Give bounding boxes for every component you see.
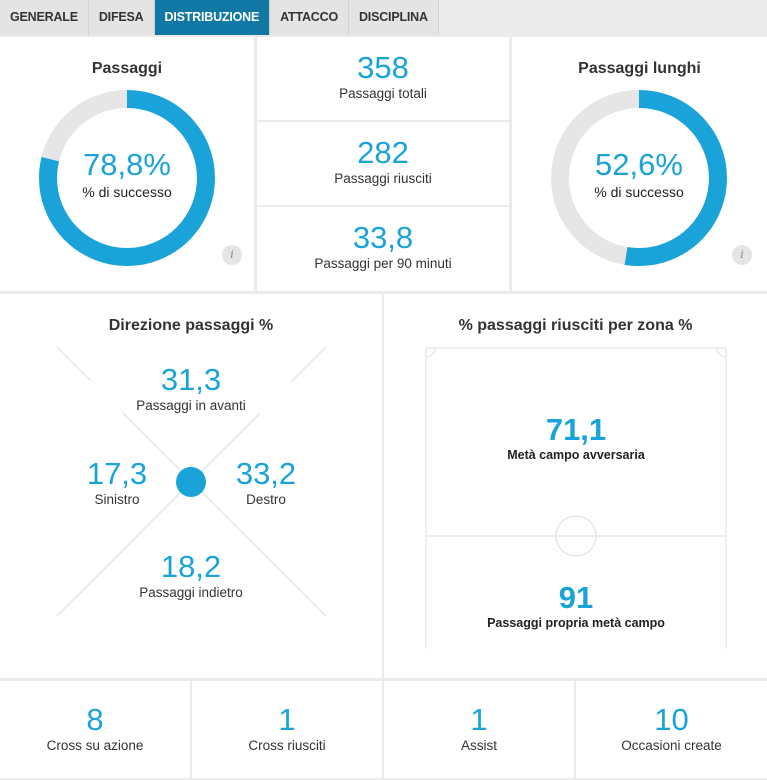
passes-success-value: 78,8% <box>83 147 171 182</box>
chances-created-label: Occasioni create <box>621 738 722 753</box>
tab-generale[interactable]: Generale <box>0 0 89 35</box>
assists-cell: 1 Assist <box>384 681 574 778</box>
pitch-center-circle <box>555 515 597 557</box>
successful-passes-value: 282 <box>357 135 409 170</box>
direction-cross-lines <box>56 346 327 617</box>
pitch-corner-arc <box>425 347 436 358</box>
zone-title: % passaggi riusciti per zona % <box>458 317 693 334</box>
pitch-outline <box>425 347 727 649</box>
successful-crosses-label: Cross riusciti <box>248 738 326 753</box>
tab-distribuzione[interactable]: Distribuzione <box>154 0 271 35</box>
long-passes-donut-chart <box>551 90 727 266</box>
tab-difesa[interactable]: Difesa <box>88 0 155 35</box>
opponent-half-value: 71,1 <box>545 412 607 447</box>
long-passes-success-label: % di successo <box>594 184 684 200</box>
open-play-crosses-label: Cross su azione <box>46 738 144 753</box>
crosses-cell: 8 Cross su azione <box>0 681 190 778</box>
long-passes-panel: Passaggi lunghi 52,6% % di successo i <box>512 37 767 291</box>
pass-stats-cell-2: 282 Passaggi riusciti <box>257 122 509 205</box>
long-passes-success-value: 52,6% <box>595 147 683 182</box>
passes-success-label: % di successo <box>82 184 172 200</box>
passes-title: Passaggi <box>91 60 163 77</box>
total-passes-label: Passaggi totali <box>339 86 427 101</box>
opponent-half-label: Metà campo avversaria <box>507 448 645 462</box>
info-icon[interactable]: i <box>732 245 752 265</box>
long-passes-donut-fill <box>551 90 727 266</box>
stats-tab-bar: Generale Difesa Distribuzione Attacco Di… <box>0 0 767 35</box>
passes-donut: 78,8% % di successo <box>38 89 216 267</box>
right-value: 33,2 <box>235 456 297 491</box>
tab-disciplina[interactable]: Disciplina <box>348 0 439 35</box>
pass-direction-panel: Direzione passaggi % 31,3 Passaggi in av… <box>0 294 382 678</box>
passes-panel: Passaggi 78,8% % di successo i <box>0 37 254 291</box>
assists-label: Assist <box>460 738 497 753</box>
successful-passes-label: Passaggi riusciti <box>334 171 432 186</box>
zone-panel: % passaggi riusciti per zona % 71,1 Metà… <box>384 294 767 678</box>
long-passes-title: Passaggi lunghi <box>578 60 701 77</box>
tab-attacco[interactable]: Attacco <box>270 0 349 35</box>
successful-crosses-value: 1 <box>278 702 296 737</box>
passes-donut-fill <box>39 90 215 266</box>
pitch-corner-arc <box>716 347 727 358</box>
center-dot <box>176 467 206 497</box>
pass-stats-cell-3: 33,8 Passaggi per 90 minuti <box>257 207 509 291</box>
backward-label: Passaggi indietro <box>139 585 243 600</box>
info-icon[interactable]: i <box>222 245 242 265</box>
open-play-crosses-value: 8 <box>86 702 104 737</box>
passes-donut-chart <box>39 90 215 266</box>
pass-stats-cell-1: 358 Passaggi totali <box>257 37 509 120</box>
total-passes-value: 358 <box>357 50 409 85</box>
backward-value: 18,2 <box>160 549 222 584</box>
passes-per-90-label: Passaggi per 90 minuti <box>314 256 452 271</box>
forward-value: 31,3 <box>91 362 291 398</box>
left-label: Sinistro <box>94 492 140 507</box>
forward-label: Passaggi in avanti <box>91 398 291 413</box>
chances-created-cell: 10 Occasioni create <box>576 681 767 778</box>
pass-direction-title: Direzione passaggi % <box>108 317 274 334</box>
successful-crosses-cell: 1 Cross riusciti <box>192 681 382 778</box>
own-half-value: 91 <box>558 580 594 615</box>
left-value: 17,3 <box>86 456 148 491</box>
chances-created-value: 10 <box>654 702 689 737</box>
passes-per-90-value: 33,8 <box>352 220 414 255</box>
long-passes-donut: 52,6% % di successo <box>550 89 728 267</box>
right-label: Destro <box>246 492 286 507</box>
assists-value: 1 <box>470 702 488 737</box>
own-half-label: Passaggi propria metà campo <box>487 616 665 630</box>
